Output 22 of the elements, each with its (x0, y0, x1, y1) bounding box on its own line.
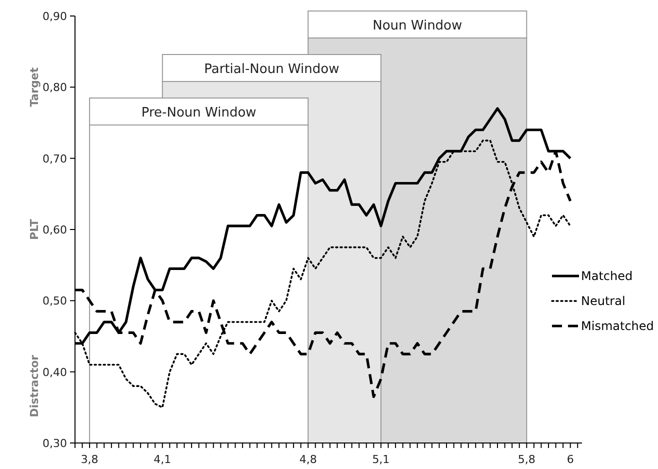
legend-label: Neutral (581, 294, 626, 308)
band-label: Pre-Noun Window (141, 106, 257, 120)
x-tick-label: 4,8 (299, 453, 317, 466)
legend-label: Mismatched (581, 319, 654, 333)
band-label: Noun Window (372, 18, 463, 34)
y-tick-label: 0,80 (42, 81, 67, 94)
y-tick-label: 0,90 (42, 10, 67, 23)
y-tick-label: 0,50 (42, 294, 67, 308)
x-tick-label: 5,1 (372, 453, 390, 466)
y-tick-label: 0,30 (42, 437, 67, 450)
x-tick-label: 4,1 (154, 453, 172, 466)
legend-label: Matched (581, 269, 633, 283)
text: Target (28, 67, 41, 107)
y-tick-label: 0,40 (42, 366, 67, 379)
x-tick-label: 6 (566, 453, 574, 466)
y-tick-label: 0,70 (42, 152, 67, 166)
y-tick-label: 0,60 (42, 224, 67, 236)
band-label: Partial-Noun Window (204, 62, 340, 77)
x-tick-label: 5,8 (518, 453, 536, 466)
text: Distractor (28, 354, 41, 418)
x-tick-label: 3,8 (80, 453, 98, 466)
y-axis-title: PLT (28, 218, 41, 240)
